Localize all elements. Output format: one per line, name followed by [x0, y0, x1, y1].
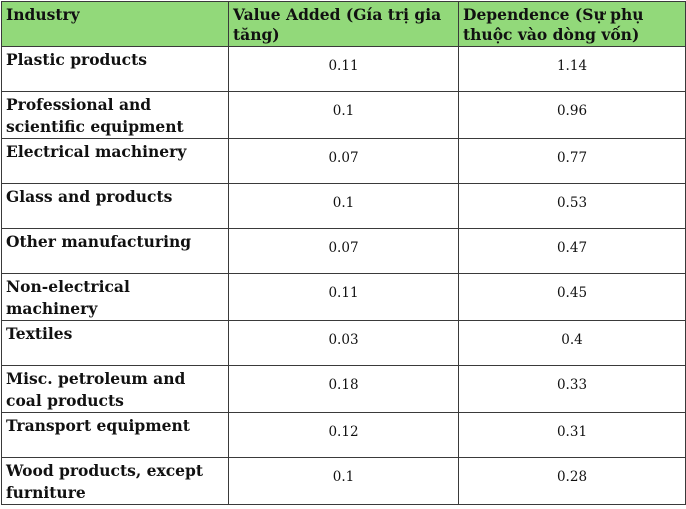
dependence-cell: 0.31: [458, 412, 686, 458]
dependence-cell: 0.53: [458, 183, 686, 229]
value-added-cell: 0.1: [228, 183, 459, 229]
column-header-industry: Industry: [1, 1, 229, 47]
header-row: Industry Value Added (Gía trị gia tăng) …: [1, 1, 686, 47]
industry-cell: Non-electrical machinery: [1, 273, 229, 321]
value-added-cell: 0.11: [228, 273, 459, 321]
dependence-cell: 0.77: [458, 138, 686, 184]
table-row: Electrical machinery 0.07 0.77: [1, 138, 686, 184]
industry-cell: Plastic products: [1, 46, 229, 92]
industry-cell: Wood products, except furniture: [1, 457, 229, 505]
dependence-cell: 0.45: [458, 273, 686, 321]
column-header-dependence: Dependence (Sự phụ thuộc vào dòng vốn): [458, 1, 686, 47]
industry-cell: Professional and scientific equipment: [1, 91, 229, 139]
table-row: Wood products, except furniture 0.1 0.28: [1, 457, 686, 505]
dependence-cell: 0.96: [458, 91, 686, 139]
dependence-cell: 0.47: [458, 228, 686, 274]
value-added-cell: 0.11: [228, 46, 459, 92]
industry-cell: Transport equipment: [1, 412, 229, 458]
value-added-cell: 0.07: [228, 138, 459, 184]
industry-cell: Other manufacturing: [1, 228, 229, 274]
industry-cell: Electrical machinery: [1, 138, 229, 184]
table-row: Other manufacturing 0.07 0.47: [1, 228, 686, 274]
table-row: Non-electrical machinery 0.11 0.45: [1, 273, 686, 321]
column-header-value-added: Value Added (Gía trị gia tăng): [228, 1, 459, 47]
value-added-cell: 0.03: [228, 320, 459, 366]
dependence-cell: 1.14: [458, 46, 686, 92]
table-row: Professional and scientific equipment 0.…: [1, 91, 686, 139]
table-row: Misc. petroleum and coal products 0.18 0…: [1, 365, 686, 413]
industry-cell: Misc. petroleum and coal products: [1, 365, 229, 413]
dependence-cell: 0.4: [458, 320, 686, 366]
industry-cell: Textiles: [1, 320, 229, 366]
dependence-cell: 0.28: [458, 457, 686, 505]
value-added-cell: 0.18: [228, 365, 459, 413]
table-row: Textiles 0.03 0.4: [1, 320, 686, 366]
dependence-cell: 0.33: [458, 365, 686, 413]
table-row: Plastic products 0.11 1.14: [1, 46, 686, 92]
value-added-cell: 0.1: [228, 91, 459, 139]
value-added-cell: 0.07: [228, 228, 459, 274]
table-row: Glass and products 0.1 0.53: [1, 183, 686, 229]
value-added-cell: 0.1: [228, 457, 459, 505]
industry-cell: Glass and products: [1, 183, 229, 229]
value-added-cell: 0.12: [228, 412, 459, 458]
table-row: Transport equipment 0.12 0.31: [1, 412, 686, 458]
